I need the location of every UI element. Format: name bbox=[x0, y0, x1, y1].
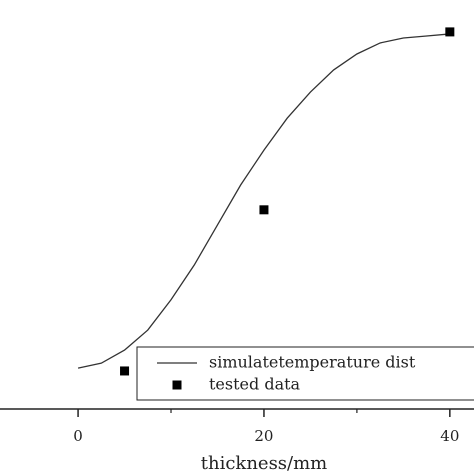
x-tick-label: 40 bbox=[440, 427, 459, 445]
data-point bbox=[120, 366, 130, 376]
legend-marker bbox=[172, 380, 182, 390]
line bbox=[77, 33, 450, 369]
x-axis-label: thickness/mm bbox=[201, 453, 328, 474]
x-tick-label: 0 bbox=[73, 427, 83, 445]
x-tick-label: 20 bbox=[254, 427, 273, 445]
data-point bbox=[259, 205, 269, 215]
data-point bbox=[445, 27, 455, 37]
legend-label: simulatetemperature dist bbox=[209, 353, 416, 372]
legend-label: tested data bbox=[209, 375, 301, 394]
legend-box bbox=[136, 346, 474, 401]
